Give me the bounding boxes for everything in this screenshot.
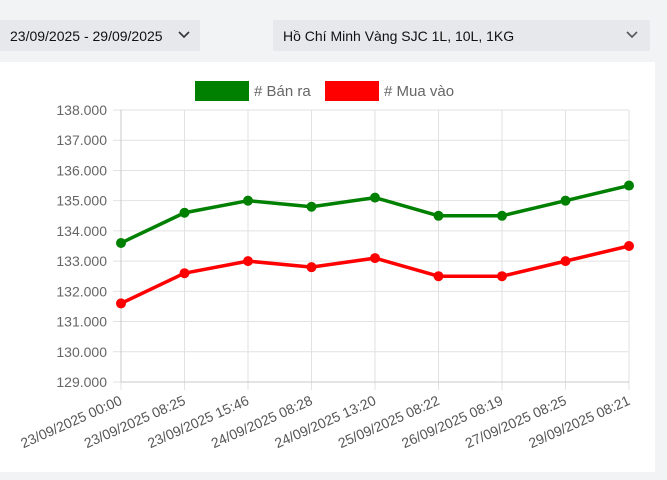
y-tick-label: 135.000: [56, 193, 107, 209]
y-tick-label: 133.000: [56, 253, 107, 269]
y-tick-label: 137.000: [56, 132, 107, 148]
data-point: [243, 256, 253, 267]
x-tick-label: 23/09/2025 00:00: [18, 392, 124, 451]
legend-label: # Mua vào: [384, 83, 454, 100]
data-point: [433, 210, 444, 221]
data-point: [497, 210, 507, 221]
data-point: [179, 207, 190, 218]
legend-label: # Bán ra: [254, 83, 311, 100]
data-point: [306, 201, 317, 212]
data-point: [179, 268, 190, 279]
y-tick-label: 136.000: [56, 162, 107, 178]
data-point: [306, 262, 317, 273]
y-tick-label: 131.000: [56, 314, 107, 330]
product-select[interactable]: Hồ Chí Minh Vàng SJC 1L, 10L, 1KG: [273, 20, 650, 51]
data-point: [624, 241, 634, 251]
data-point: [243, 195, 253, 206]
date-range-picker[interactable]: 23/09/2025 - 29/09/2025: [0, 20, 200, 51]
data-point: [624, 180, 634, 191]
data-point: [497, 271, 507, 282]
data-point: [370, 253, 380, 264]
product-select-value: Hồ Chí Minh Vàng SJC 1L, 10L, 1KG: [283, 27, 515, 44]
legend-swatch: [195, 81, 249, 101]
date-range-value: 23/09/2025 - 29/09/2025: [10, 27, 163, 44]
y-tick-label: 129.000: [56, 374, 107, 390]
data-point: [116, 298, 126, 309]
data-point: [560, 256, 571, 267]
data-point: [116, 237, 126, 248]
chevron-down-icon: [178, 27, 190, 46]
y-tick-label: 138.000: [56, 102, 107, 118]
chevron-down-icon: [626, 27, 638, 46]
data-point: [560, 195, 571, 206]
chart-panel: 138.000 137.000 136.000 135.000 134.000 133.0…: [0, 62, 655, 472]
y-tick-label: 132.000: [56, 283, 107, 299]
y-tick-label: 134.000: [56, 223, 107, 239]
data-point: [370, 192, 380, 203]
y-tick-label: 130.000: [56, 344, 107, 360]
data-point: [433, 271, 444, 282]
price-line-chart: 138.000 137.000 136.000 135.000 134.000 133.0…: [18, 81, 634, 451]
legend-swatch: [325, 81, 379, 101]
